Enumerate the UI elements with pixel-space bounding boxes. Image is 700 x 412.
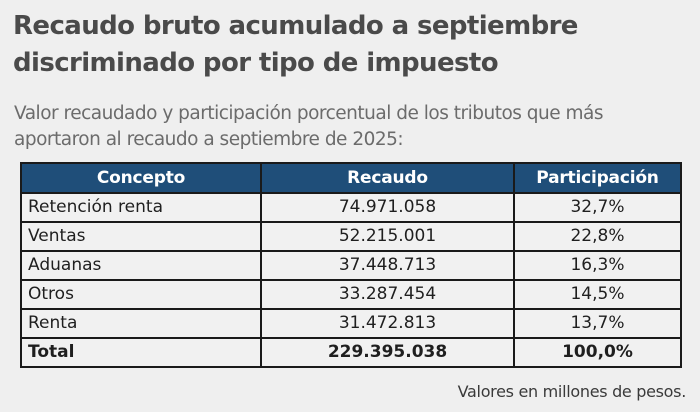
cell-participacion: 14,5% bbox=[513, 279, 682, 310]
cell-participacion: 16,3% bbox=[513, 250, 682, 281]
cell-participacion: 22,8% bbox=[513, 221, 682, 252]
cell-concepto: Retención renta bbox=[20, 192, 262, 223]
table-row: Otros 33.287.454 14,5% bbox=[20, 279, 682, 310]
total-participacion: 100,0% bbox=[513, 337, 682, 368]
table-row: Aduanas 37.448.713 16,3% bbox=[20, 250, 682, 281]
table-total-row: Total 229.395.038 100,0% bbox=[20, 337, 682, 368]
header-participacion: Participación bbox=[513, 162, 682, 194]
cell-recaudo: 52.215.001 bbox=[260, 221, 515, 252]
units-note: Valores en millones de pesos. bbox=[457, 382, 687, 401]
tax-revenue-table: Concepto Recaudo Participación Retención… bbox=[20, 162, 682, 368]
cell-participacion: 13,7% bbox=[513, 308, 682, 339]
total-label: Total bbox=[20, 337, 262, 368]
table-header-row: Concepto Recaudo Participación bbox=[20, 162, 682, 194]
table-row: Renta 31.472.813 13,7% bbox=[20, 308, 682, 339]
cell-recaudo: 33.287.454 bbox=[260, 279, 515, 310]
page-subtitle: Valor recaudado y participación porcentu… bbox=[14, 103, 604, 150]
page-title: Recaudo bruto acumulado a septiembre dis… bbox=[13, 11, 578, 78]
cell-concepto: Renta bbox=[20, 308, 262, 339]
cell-concepto: Ventas bbox=[20, 221, 262, 252]
cell-recaudo: 37.448.713 bbox=[260, 250, 515, 281]
header-recaudo: Recaudo bbox=[260, 162, 515, 194]
table-row: Retención renta 74.971.058 32,7% bbox=[20, 192, 682, 223]
cell-recaudo: 74.971.058 bbox=[260, 192, 515, 223]
table-row: Ventas 52.215.001 22,8% bbox=[20, 221, 682, 252]
cell-participacion: 32,7% bbox=[513, 192, 682, 223]
cell-concepto: Otros bbox=[20, 279, 262, 310]
cell-recaudo: 31.472.813 bbox=[260, 308, 515, 339]
header-concepto: Concepto bbox=[20, 162, 262, 194]
total-recaudo: 229.395.038 bbox=[260, 337, 515, 368]
cell-concepto: Aduanas bbox=[20, 250, 262, 281]
